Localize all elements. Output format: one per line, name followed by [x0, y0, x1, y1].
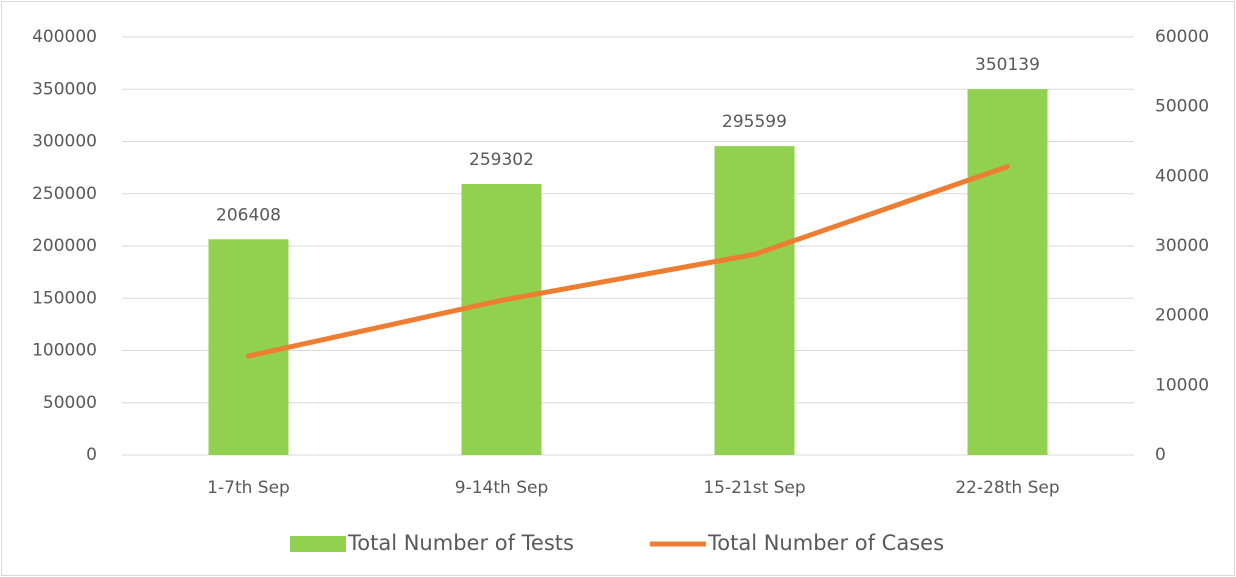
data-label: 206408 [216, 205, 281, 225]
x-tick-label: 1-7th Sep [207, 478, 290, 498]
y-tick-label: 100000 [32, 341, 97, 361]
y2-tick-label: 20000 [1155, 306, 1209, 326]
y2-tick-label: 0 [1155, 445, 1166, 465]
line [246, 164, 1010, 359]
y-tick-label: 200000 [32, 236, 97, 256]
x-tick-label: 15-21st Sep [703, 478, 805, 498]
y-tick-label: 400000 [32, 27, 97, 47]
y2-tick-label: 30000 [1155, 236, 1209, 256]
x-tick-label: 9-14th Sep [455, 478, 548, 498]
legend-swatch [290, 536, 346, 552]
y-tick-label: 250000 [32, 184, 97, 204]
y2-tick-label: 10000 [1155, 375, 1209, 395]
y-tick-label: 300000 [32, 132, 97, 152]
legend-label: Total Number of Tests [347, 531, 574, 555]
bar [967, 89, 1048, 456]
y2-tick-label: 60000 [1155, 27, 1209, 47]
y-tick-label: 350000 [32, 79, 97, 99]
y2-tick-label: 40000 [1155, 166, 1209, 186]
y-tick-label: 150000 [32, 288, 97, 308]
data-label: 350139 [975, 55, 1040, 75]
data-label: 259302 [469, 150, 534, 170]
y-tick-label: 50000 [43, 393, 97, 413]
y-tick-label: 0 [86, 445, 97, 465]
x-tick-label: 22-28th Sep [955, 478, 1059, 498]
legend-label: Total Number of Cases [707, 531, 944, 555]
bar [208, 239, 289, 455]
y2-tick-label: 50000 [1155, 97, 1209, 117]
bar [714, 146, 795, 455]
data-label: 295599 [722, 112, 787, 132]
bar [461, 184, 542, 455]
